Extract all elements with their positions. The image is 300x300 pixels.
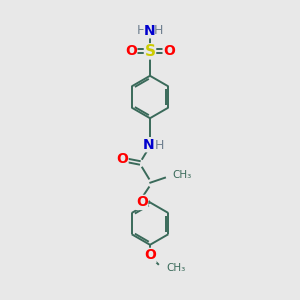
Text: CH₃: CH₃ (173, 170, 192, 180)
Text: H: H (136, 24, 146, 37)
Text: H: H (154, 24, 164, 37)
Text: S: S (145, 44, 155, 59)
Text: O: O (144, 248, 156, 262)
Text: H: H (155, 139, 164, 152)
Text: O: O (125, 44, 137, 58)
Text: N: N (144, 24, 156, 38)
Text: N: N (143, 138, 154, 152)
Text: O: O (116, 152, 128, 167)
Text: O: O (136, 195, 148, 209)
Text: CH₃: CH₃ (166, 263, 185, 273)
Text: O: O (163, 44, 175, 58)
